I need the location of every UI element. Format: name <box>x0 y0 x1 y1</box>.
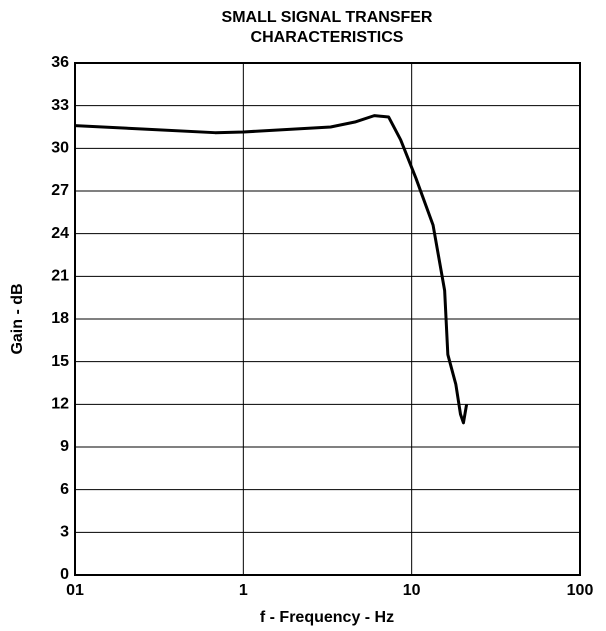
chart-title: CHARACTERISTICS <box>251 29 404 46</box>
y-tick-label: 12 <box>51 396 69 413</box>
y-tick-label: 15 <box>51 353 69 370</box>
y-tick-label: 24 <box>51 225 69 242</box>
x-axis-label: f - Frequency - Hz <box>260 609 394 626</box>
data-line <box>74 114 469 425</box>
plot-frame <box>74 62 581 576</box>
x-tick-label: 10 <box>403 582 421 599</box>
y-tick-label: 6 <box>60 481 69 498</box>
y-tick-label: 30 <box>51 140 69 157</box>
y-tick-label: 21 <box>51 268 69 285</box>
x-tick-label: 100 <box>567 582 594 599</box>
y-tick-label: 3 <box>60 524 69 541</box>
chart-title: SMALL SIGNAL TRANSFER <box>222 9 433 26</box>
x-tick-label: 1 <box>239 582 248 599</box>
y-tick-label: 0 <box>60 566 69 583</box>
y-tick-label: 9 <box>60 438 69 455</box>
x-tick-label: 01 <box>66 582 84 599</box>
y-tick-label: 33 <box>51 97 69 114</box>
y-tick-label: 36 <box>51 54 69 71</box>
y-tick-label: 27 <box>51 182 69 199</box>
y-tick-label: 18 <box>51 310 69 327</box>
y-axis-label: Gain - dB <box>9 283 26 354</box>
